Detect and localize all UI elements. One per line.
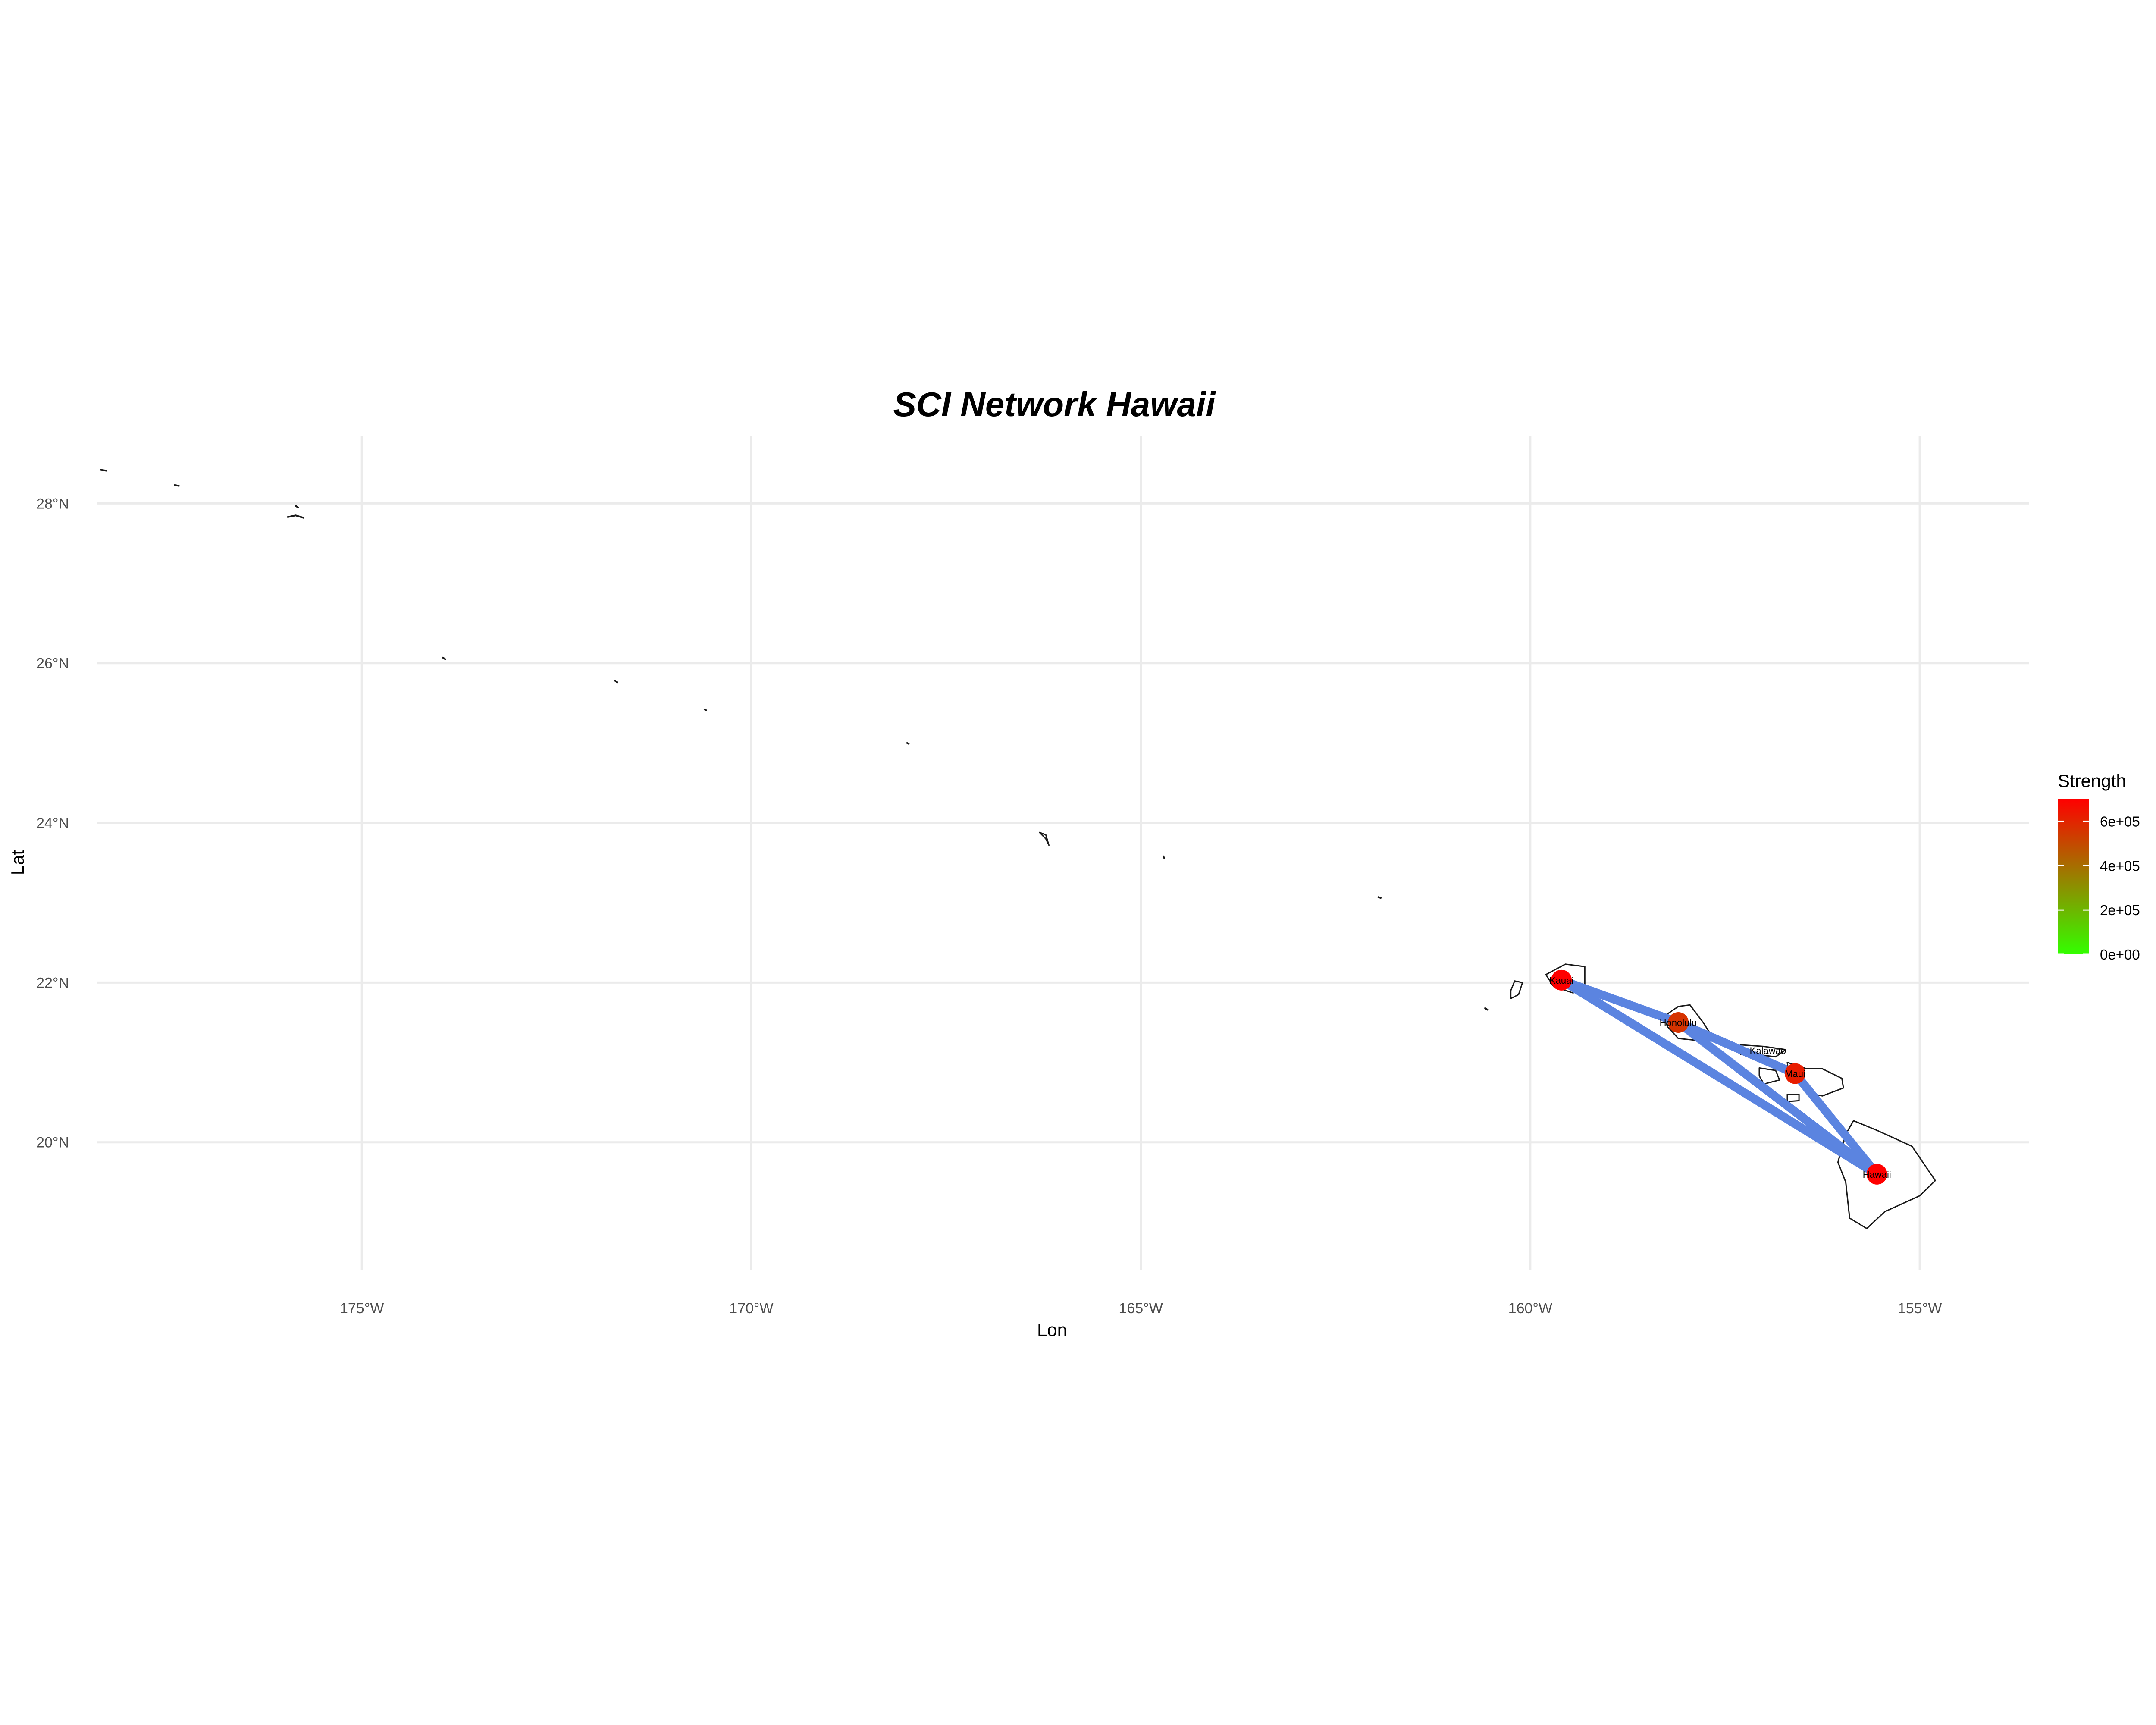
island-lehua [1484, 1007, 1489, 1011]
node-label-maui: Maui [1785, 1068, 1805, 1079]
island-kure [100, 469, 107, 472]
edge-kauai-hawaii [1559, 976, 1879, 1178]
y-tick-label: 20°N [36, 1135, 69, 1151]
edge-honolulu-maui [1677, 1018, 1797, 1078]
edge-honolulu-hawaii [1676, 1019, 1880, 1178]
x-tick-label: 165°W [1119, 1300, 1163, 1317]
legend-tick-label: 6e+05 [2100, 813, 2140, 829]
node-label-kalawao: Kalawao [1750, 1045, 1786, 1056]
y-tick-label: 22°N [36, 975, 69, 991]
chart-title: SCI Network Hawaii [893, 385, 1216, 423]
legend: Strength 0e+00 2e+05 4e+05 6e+05 [2058, 771, 2140, 963]
x-tick-label: 160°W [1508, 1300, 1552, 1317]
island-lanai [1758, 1067, 1780, 1085]
island-maro [704, 709, 707, 711]
x-tick-label: 155°W [1898, 1300, 1942, 1317]
legend-ticks: 0e+00 2e+05 4e+05 6e+05 [2058, 813, 2140, 963]
island-midway [174, 484, 180, 487]
node-hawaii [1866, 1164, 1887, 1185]
island-pearl-hermes-2 [295, 505, 299, 508]
legend-tick-label: 4e+05 [2100, 858, 2140, 874]
legend-tick-label: 2e+05 [2100, 902, 2140, 918]
node-label-hawaii: Hawaii [1863, 1169, 1891, 1180]
legend-tick-label: 0e+00 [2100, 947, 2140, 963]
island-laysan [614, 680, 618, 684]
edge-maui-hawaii [1792, 1071, 1880, 1177]
island-kahoolawe [1786, 1094, 1800, 1102]
x-axis-title: Lon [1037, 1320, 1067, 1340]
node-honolulu [1668, 1012, 1689, 1033]
legend-title: Strength [2058, 771, 2126, 791]
x-tick-label: 170°W [729, 1300, 773, 1317]
grid-lines [97, 436, 2029, 1270]
y-axis-title: Lat [7, 850, 28, 875]
island-lisianski [442, 656, 446, 660]
node-label-honolulu: Honolulu [1660, 1017, 1697, 1028]
island-hawaii [1837, 1120, 1936, 1229]
y-tick-label: 28°N [36, 496, 69, 512]
legend-colorbar [2058, 799, 2089, 954]
network-edges [1559, 976, 1880, 1178]
node-label-kauai: Kauai [1549, 975, 1573, 986]
y-tick-label: 26°N [36, 656, 69, 672]
node-kauai [1551, 969, 1572, 991]
node-maui [1785, 1063, 1806, 1084]
island-gardner [906, 742, 910, 745]
y-tick-label: 24°N [36, 815, 69, 831]
network-nodes [1551, 969, 1887, 1185]
island-pearl-hermes [287, 514, 304, 519]
x-tick-label: 175°W [340, 1300, 384, 1317]
island-outlines [100, 469, 1936, 1229]
island-necker [1163, 855, 1165, 859]
island-niihau [1510, 980, 1523, 999]
island-french-frigate [1039, 831, 1050, 846]
node-labels: Kauai Honolulu Kalawao Maui Hawaii [1549, 975, 1891, 1180]
island-nihoa [1377, 896, 1382, 899]
x-axis-ticks: 175°W 170°W 165°W 160°W 155°W [340, 1300, 1942, 1317]
y-axis-ticks: 20°N 22°N 24°N 26°N 28°N [36, 496, 69, 1151]
